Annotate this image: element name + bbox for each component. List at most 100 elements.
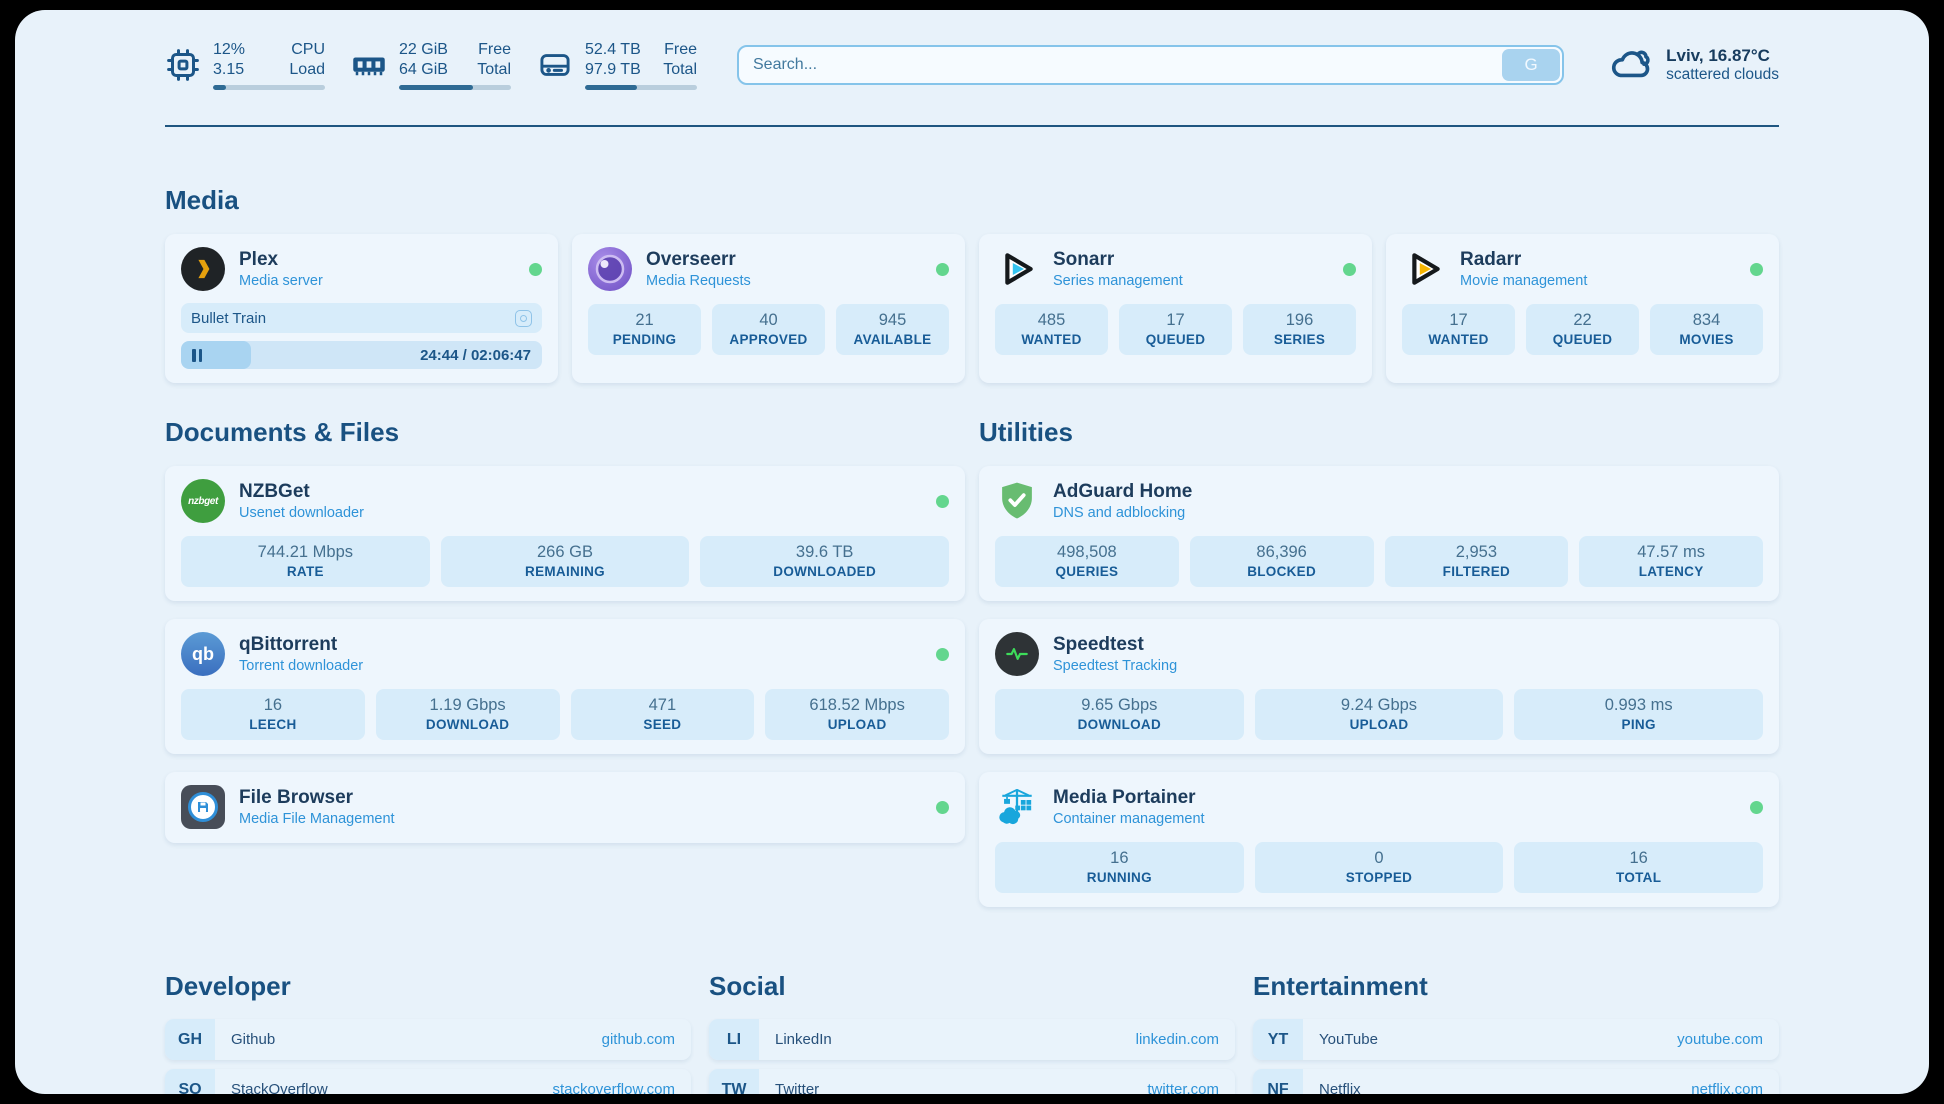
nzbget-card[interactable]: nzbget NZBGet Usenet downloader 744.21 M… — [165, 466, 965, 601]
stat-value: 86,396 — [1256, 543, 1307, 561]
app-subtitle: DNS and adblocking — [1053, 505, 1186, 521]
search-provider-button[interactable]: G — [1502, 49, 1561, 81]
stat-label: BLOCKED — [1247, 564, 1317, 579]
stat-value: 39.6 TB — [795, 543, 854, 561]
app-subtitle: Speedtest Tracking — [1053, 658, 1178, 674]
link-twitter[interactable]: TW Twitter twitter.com — [709, 1069, 1235, 1094]
stat-value: 47.57 ms — [1637, 543, 1706, 561]
link-abbr: SO — [165, 1069, 215, 1094]
stat-label: DOWNLOAD — [1077, 717, 1162, 732]
ram-label-bottom: Total — [477, 61, 511, 78]
stat-approved: 40 APPROVED — [712, 304, 825, 355]
stat-value: 40 — [759, 311, 778, 329]
stat-value: 1.19 Gbps — [429, 696, 506, 714]
status-dot — [936, 647, 949, 661]
link-netflix[interactable]: NF Netflix netflix.com — [1253, 1069, 1779, 1094]
link-name: Netflix — [1319, 1081, 1361, 1094]
link-url: youtube.com — [1677, 1031, 1763, 1048]
link-abbr: TW — [709, 1069, 759, 1094]
speedtest-icon — [995, 632, 1039, 676]
stat-label: LATENCY — [1638, 564, 1704, 579]
ram-total-value: 64 GiB — [399, 61, 448, 78]
cpu-icon — [165, 47, 201, 83]
stat-label: APPROVED — [729, 332, 808, 347]
topbar-divider — [165, 125, 1779, 127]
stat-label: AVAILABLE — [853, 332, 932, 347]
developer-section: Developer GH Github github.com SO StackO… — [165, 971, 691, 1094]
stat-download: 9.65 Gbps DOWNLOAD — [995, 689, 1244, 740]
radarr-icon — [1402, 247, 1446, 291]
stat-value: 21 — [635, 311, 654, 329]
stat-label: DOWNLOAD — [425, 717, 510, 732]
link-linkedin[interactable]: LI LinkedIn linkedin.com — [709, 1019, 1235, 1060]
link-abbr: NF — [1253, 1069, 1303, 1094]
portainer-card[interactable]: Media Portainer Container management 16 … — [979, 772, 1779, 907]
plex-card[interactable]: Plex Media server Bullet Train 24:44 / 0… — [165, 234, 558, 383]
link-name: Github — [231, 1031, 276, 1048]
app-subtitle: Usenet downloader — [239, 505, 364, 521]
filebrowser-card[interactable]: File Browser Media File Management — [165, 772, 965, 843]
playback-time: 24:44 / 02:06:47 — [420, 346, 531, 364]
stat-value: 16 — [263, 696, 283, 714]
stat-wanted: 485 WANTED — [995, 304, 1108, 355]
speedtest-card[interactable]: Speedtest Speedtest Tracking 9.65 Gbps D… — [979, 619, 1779, 754]
stat-movies: 834 MOVIES — [1650, 304, 1763, 355]
link-name: Twitter — [775, 1081, 820, 1094]
stat-available: 945 AVAILABLE — [836, 304, 949, 355]
stat-label: FILTERED — [1442, 564, 1511, 579]
dashboard-panel: 12% 3.15 CPU Load — [15, 10, 1929, 1094]
stat-value: 196 — [1285, 311, 1314, 329]
playback-progress: 24:44 / 02:06:47 — [181, 341, 542, 369]
status-dot — [1343, 262, 1356, 276]
link-youtube[interactable]: YT YouTube youtube.com — [1253, 1019, 1779, 1060]
stat-value: 9.24 Gbps — [1340, 696, 1418, 714]
stat-value: 471 — [648, 696, 677, 714]
stat-value: 0 — [1374, 849, 1384, 867]
entertainment-heading: Entertainment — [1253, 971, 1428, 1001]
disk-label-top: Free — [664, 40, 697, 58]
radarr-card[interactable]: Radarr Movie management 17 WANTED 22 QUE… — [1386, 234, 1779, 383]
hardware-widgets: 12% 3.15 CPU Load — [165, 40, 697, 91]
cloud-icon — [1608, 43, 1654, 88]
app-title: Sonarr — [1053, 249, 1115, 270]
stat-label: WANTED — [1428, 332, 1489, 347]
nzbget-icon-text: nzbget — [188, 495, 218, 507]
search-input[interactable] — [737, 45, 1565, 85]
stat-latency: 47.57 ms LATENCY — [1579, 536, 1763, 587]
session-icon — [515, 309, 532, 327]
stat-label: WANTED — [1021, 332, 1082, 347]
app-subtitle: Movie management — [1460, 273, 1588, 289]
adguard-card[interactable]: AdGuard Home DNS and adblocking 498,508 … — [979, 466, 1779, 601]
now-playing-row: Bullet Train — [181, 303, 542, 333]
stat-value: 945 — [878, 311, 907, 329]
stat-leech: 16 LEECH — [181, 689, 365, 740]
utilities-heading: Utilities — [979, 417, 1073, 447]
stat-filtered: 2,953 FILTERED — [1384, 536, 1569, 587]
qbittorrent-card[interactable]: qb qBittorrent Torrent downloader 16 LEE… — [165, 619, 965, 754]
link-abbr: YT — [1253, 1019, 1303, 1060]
stat-upload: 9.24 Gbps UPLOAD — [1254, 689, 1504, 740]
status-dot — [1750, 800, 1763, 814]
stat-value: 9.65 Gbps — [1081, 696, 1158, 714]
stat-stopped: 0 STOPPED — [1254, 842, 1504, 893]
disk-icon — [537, 49, 573, 81]
app-title: Overseerr — [646, 249, 736, 270]
app-subtitle: Series management — [1053, 273, 1183, 289]
portainer-icon — [995, 785, 1039, 829]
app-title: AdGuard Home — [1053, 481, 1193, 502]
stat-wanted: 17 WANTED — [1402, 304, 1515, 355]
weather-condition: scattered clouds — [1666, 66, 1779, 83]
link-url: stackoverflow.com — [552, 1081, 675, 1094]
link-github[interactable]: GH Github github.com — [165, 1019, 691, 1060]
link-stackoverflow[interactable]: SO StackOverflow stackoverflow.com — [165, 1069, 691, 1094]
overseerr-card[interactable]: Overseerr Media Requests 21 PENDING 40 A… — [572, 234, 965, 383]
pause-button[interactable] — [192, 348, 202, 362]
stat-value: 2,953 — [1455, 543, 1498, 561]
disk-label-bottom: Total — [663, 61, 697, 78]
adguard-icon — [995, 479, 1039, 523]
link-name: YouTube — [1319, 1031, 1378, 1048]
cpu-widget: 12% 3.15 CPU Load — [165, 40, 325, 91]
stat-label: STOPPED — [1345, 870, 1413, 885]
sonarr-card[interactable]: Sonarr Series management 485 WANTED 17 Q… — [979, 234, 1372, 383]
stat-blocked: 86,396 BLOCKED — [1189, 536, 1374, 587]
